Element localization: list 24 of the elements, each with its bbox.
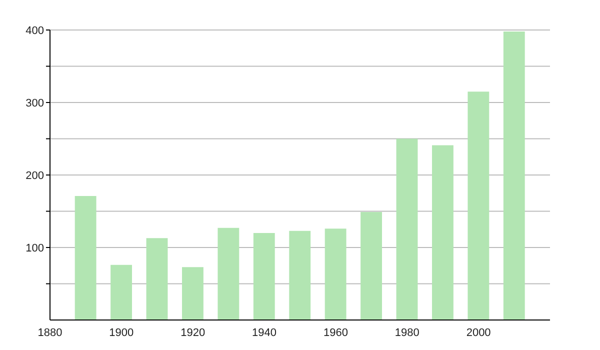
bar [110, 264, 132, 320]
x-tick-label: 1960 [323, 326, 348, 339]
x-tick-label: 1940 [252, 326, 277, 339]
bar [182, 267, 204, 320]
x-tick-label: 2000 [466, 326, 491, 339]
bar [468, 92, 490, 320]
bar [360, 212, 382, 320]
y-tick-label: 400 [26, 24, 44, 37]
x-tick-label: 1880 [38, 326, 62, 339]
bar [253, 233, 275, 320]
x-tick-label: 1900 [109, 326, 134, 339]
x-tick-label: 1920 [180, 326, 206, 339]
y-tick-label: 100 [26, 242, 44, 254]
x-tick-label: 1980 [394, 326, 420, 339]
y-tick-label: 300 [26, 97, 44, 110]
bar [432, 145, 454, 320]
bar [503, 31, 525, 320]
bar [146, 238, 168, 320]
bar [324, 228, 346, 320]
bar [289, 230, 311, 320]
bar [74, 196, 96, 320]
bar [218, 228, 240, 320]
bar [396, 138, 418, 320]
y-tick-label: 200 [26, 170, 44, 182]
